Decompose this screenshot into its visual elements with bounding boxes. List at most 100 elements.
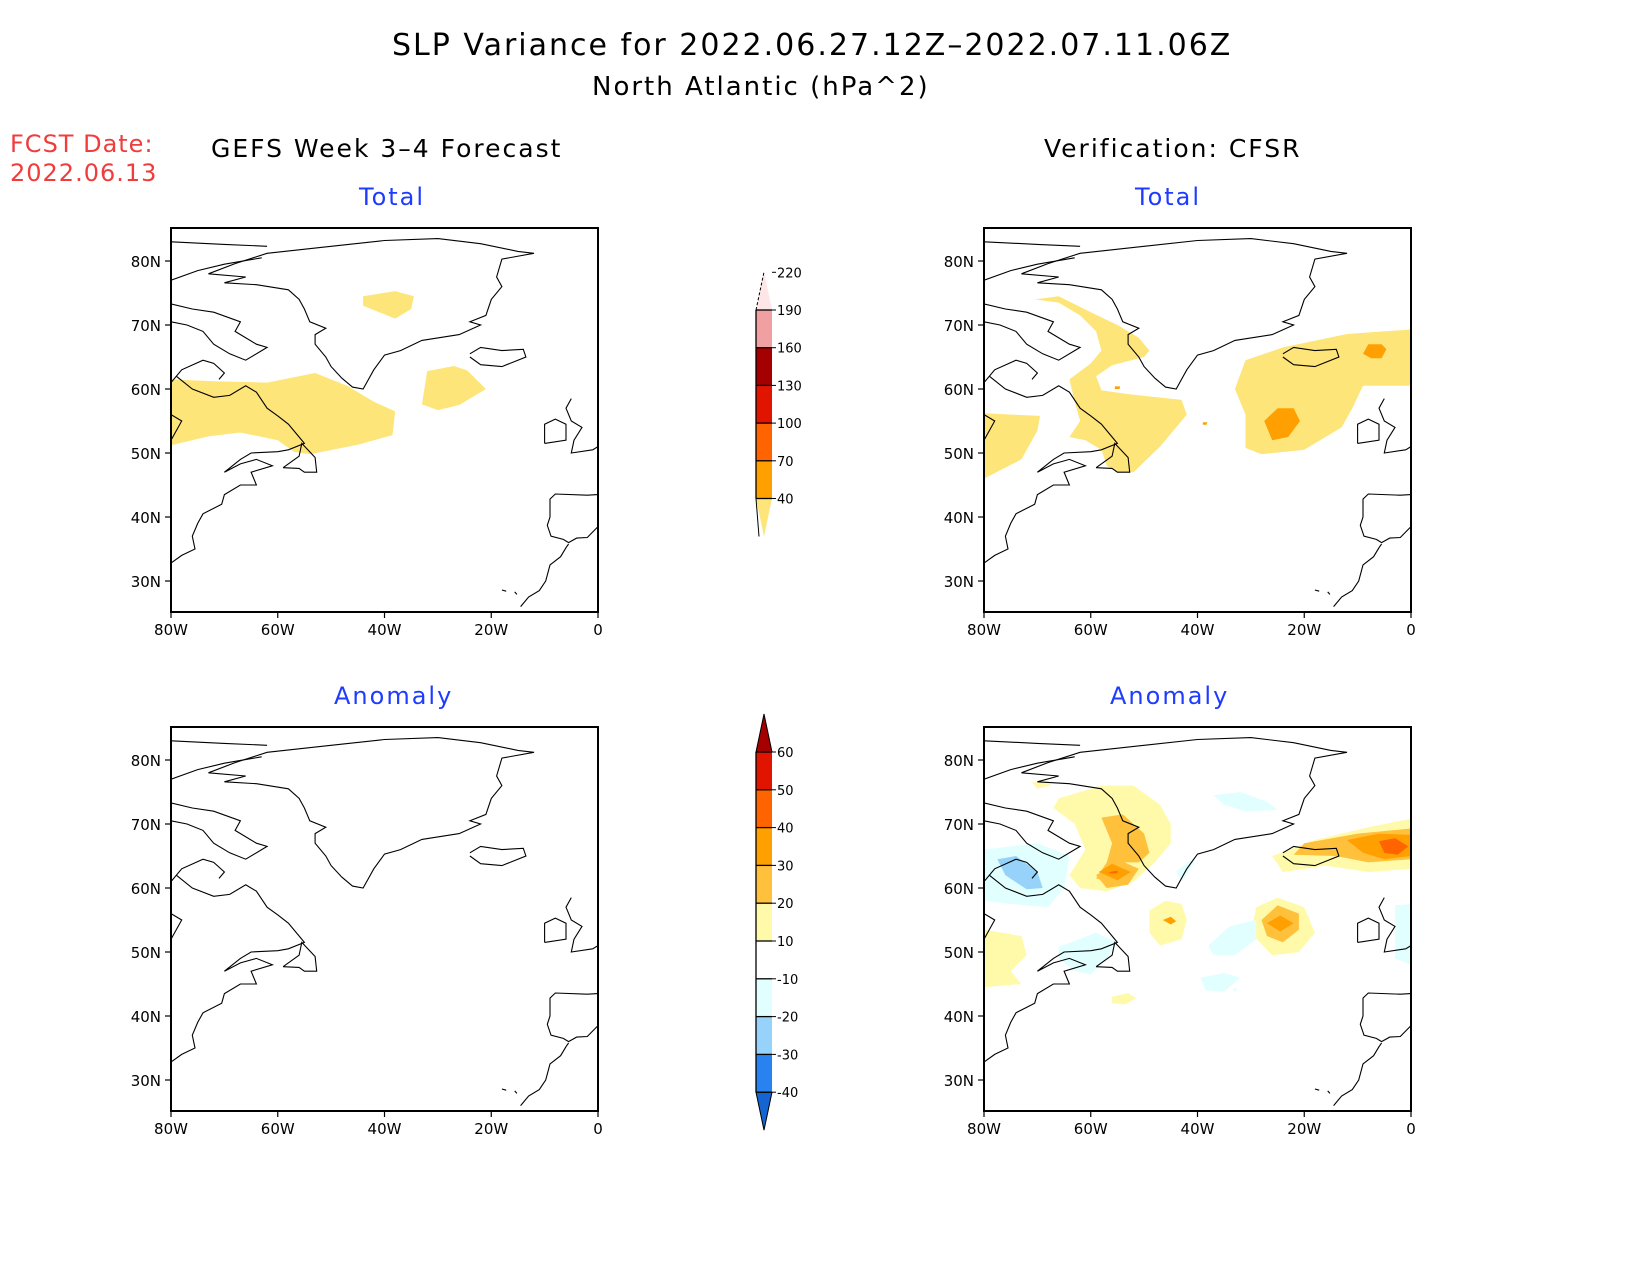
contour-region [997, 856, 1043, 890]
y-tick-label: 60N [131, 381, 161, 399]
x-tick-label: 0 [593, 621, 603, 639]
coastline [1021, 238, 1348, 390]
x-tick-label: 0 [1406, 621, 1416, 639]
contour-region [984, 413, 1040, 479]
contour-region [1264, 408, 1300, 441]
colorbar-swatch [756, 460, 772, 499]
colorbar-swatch [756, 978, 772, 1017]
coastline [1357, 917, 1380, 943]
coastline [984, 858, 1039, 882]
coastline [501, 589, 507, 592]
coastline [984, 913, 996, 940]
coastline [514, 591, 518, 595]
contour-region [1232, 987, 1237, 992]
coastline [1357, 418, 1380, 444]
colorbar-label: 40 [777, 822, 794, 837]
contour-region [363, 291, 414, 319]
coastline [565, 398, 598, 454]
coastline [984, 874, 1119, 1063]
coastline [520, 1042, 570, 1106]
contour-region [1395, 904, 1411, 965]
y-tick-label: 50N [131, 445, 161, 463]
colorbar-label: -40 [777, 1086, 798, 1101]
y-tick-label: 60N [131, 880, 161, 898]
coastline [1327, 1090, 1331, 1094]
panel-title-gefs-total: Total [359, 183, 426, 211]
coastline [546, 992, 598, 1043]
coastline [171, 257, 262, 281]
y-tick-label: 50N [944, 445, 974, 463]
x-tick-label: 40W [1181, 621, 1215, 639]
coastline [171, 414, 183, 441]
coastline [544, 418, 567, 444]
coastline [984, 740, 1081, 746]
colorbar-extend-top [756, 272, 772, 310]
coastline [1095, 442, 1131, 473]
x-tick-label: 60W [1074, 621, 1108, 639]
y-tick-label: 50N [131, 944, 161, 962]
panel-title-gefs-anomaly: Anomaly [334, 682, 454, 710]
coastline [1359, 493, 1411, 544]
colorbar-label: -10 [777, 973, 798, 988]
coastline [171, 913, 183, 940]
coastline [469, 845, 527, 867]
coastline [1333, 543, 1383, 607]
coastline [1314, 589, 1320, 592]
contour-region [1202, 422, 1208, 425]
x-tick-label: 40W [368, 621, 402, 639]
colorbar-swatch [756, 423, 772, 461]
coastline [171, 740, 268, 746]
coastline [1333, 1042, 1383, 1106]
coastline [171, 241, 268, 247]
colorbar-swatch [756, 941, 772, 979]
y-tick-label: 60N [944, 880, 974, 898]
coastline [171, 858, 226, 882]
colorbar-anomaly: -40 -30 -20 -10 10 20 30 40 50 60 [755, 713, 798, 1131]
y-tick-label: 80N [944, 752, 974, 770]
map-panel-cfsr-total: 30N 40N 50N 60N 70N 80N 80W 60W 40W 20W 0 [944, 227, 1416, 639]
coastline [282, 442, 318, 473]
coastline [208, 737, 535, 889]
x-tick-label: 60W [261, 621, 295, 639]
coastline [984, 359, 1039, 383]
fcst-date-value: 2022.06.13 [10, 159, 158, 187]
colorbar-label: -30 [777, 1048, 798, 1063]
coastline [984, 756, 1075, 780]
contour-region [421, 366, 486, 411]
contour-region [1213, 792, 1278, 812]
y-tick-label: 70N [131, 816, 161, 834]
colorbar-label: 40 [777, 493, 794, 508]
contour-region [1112, 993, 1137, 1005]
map-panel-gefs-total: 30N 40N 50N 60N 70N 80N 80W 60W 40W 20W 0 [131, 227, 603, 639]
contour-region [1096, 814, 1150, 882]
main-title: SLP Variance for 2022.06.27.12Z–2022.07.… [392, 28, 1233, 63]
coastline [565, 897, 598, 953]
coastline [469, 346, 527, 368]
y-tick-label: 40N [131, 509, 161, 527]
coastline [1282, 845, 1340, 867]
colorbar-label: 30 [777, 859, 794, 874]
colorbar-swatch [756, 752, 772, 790]
x-tick-label: 0 [593, 1120, 603, 1138]
coastline [984, 303, 1082, 361]
contour-region [984, 929, 1027, 988]
contour-region [1058, 932, 1118, 975]
contour-region [1034, 296, 1187, 473]
colorbar-label: 160 [777, 342, 802, 357]
colorbar-label: 60 [777, 746, 794, 761]
contour-region [1114, 386, 1121, 389]
panel-title-cfsr-total: Total [1135, 183, 1202, 211]
x-tick-label: 60W [1074, 1120, 1108, 1138]
map-panel-cfsr-anomaly: 30N 40N 50N 60N 70N 80N 80W 60W 40W 20W 0 [944, 726, 1416, 1138]
fcst-date-label: FCST Date: [10, 130, 154, 158]
colorbar-label: 70 [777, 455, 794, 470]
colorbar-label: 50 [777, 784, 794, 799]
left-column-title: GEFS Week 3–4 Forecast [211, 134, 563, 163]
y-tick-label: 30N [131, 1072, 161, 1090]
x-tick-label: 80W [154, 621, 188, 639]
y-tick-label: 40N [944, 509, 974, 527]
coastline [1378, 897, 1411, 953]
colorbar-swatch [756, 789, 772, 828]
x-tick-label: 20W [474, 1120, 508, 1138]
